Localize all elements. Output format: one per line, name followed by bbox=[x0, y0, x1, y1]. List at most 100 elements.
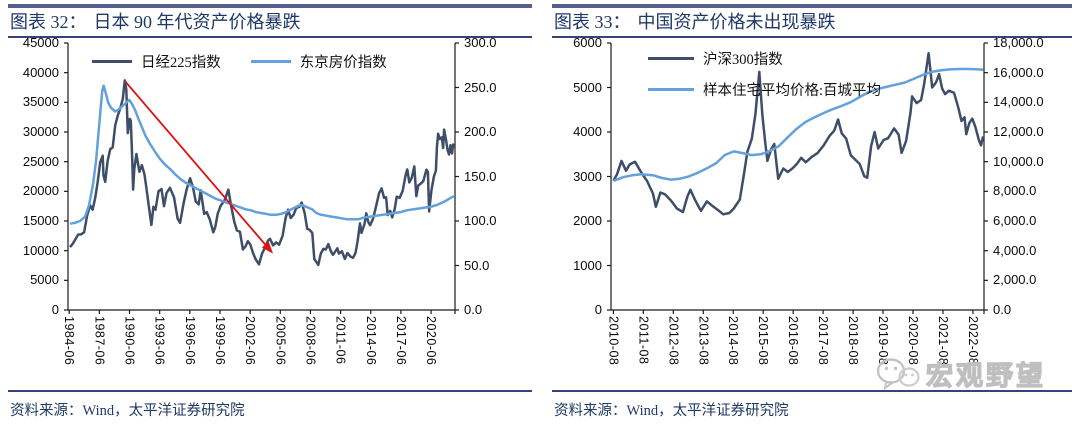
chart-japan-asset-prices: 45000 40000 35000 30000 25000 20000 15000 10000… bbox=[8, 35, 532, 390]
y-axis-label-left: 30000 bbox=[22, 124, 59, 139]
legend-line-swatch bbox=[648, 57, 694, 60]
y-axis-label-right: 150.0 bbox=[464, 168, 497, 184]
series-line-1 bbox=[69, 84, 455, 225]
y-axis-label-right: 4,000.0 bbox=[993, 242, 1037, 258]
panel-top-rule bbox=[552, 4, 1072, 8]
wechat-logo-icon bbox=[876, 357, 920, 390]
figure-title-text: 中国资产价格未出现暴跌 bbox=[637, 12, 836, 32]
y-axis-label-right: 8,000.0 bbox=[993, 183, 1037, 199]
y-axis-label-right: 18,000.0 bbox=[993, 35, 1044, 50]
y-axis-label-right: 6,000.0 bbox=[993, 213, 1037, 228]
x-axis-label: 2020-08 bbox=[905, 316, 920, 366]
y-axis-label-left: 20000 bbox=[22, 183, 59, 199]
x-axis-label: 2017-08 bbox=[816, 316, 831, 366]
chart-title-china: 图表 33： 中国资产价格未出现暴跌 bbox=[552, 8, 1072, 38]
y-axis-label-left: 5000 bbox=[573, 79, 602, 95]
x-axis-label: 2020-06 bbox=[424, 316, 439, 366]
y-axis-label-left: 15000 bbox=[22, 213, 59, 228]
x-axis-label: 1984-06 bbox=[62, 316, 77, 366]
legend-label: 东京房价指数 bbox=[299, 55, 387, 71]
x-axis-label: 1996-06 bbox=[182, 316, 197, 366]
series-line-0 bbox=[69, 79, 456, 267]
x-axis-label: 2010-08 bbox=[606, 316, 621, 366]
chart-china-asset-prices: 6000 5000 4000 3000 2000 1000 0 18,000.0 16,000.… bbox=[552, 35, 1072, 390]
x-axis-label: 2015-08 bbox=[756, 316, 771, 366]
y-axis-label-left: 6000 bbox=[573, 35, 602, 50]
x-axis-label: 1990-06 bbox=[122, 316, 137, 366]
source-text: 资料来源：Wind，太平洋证券研究院 bbox=[554, 403, 789, 419]
legend-item-0: 日经225指数 bbox=[92, 51, 221, 72]
legend-line-swatch bbox=[250, 60, 291, 63]
x-axis-label: 2014-08 bbox=[726, 316, 741, 366]
legend-item-1: 样本住宅平均价格:百城平均 bbox=[648, 79, 881, 100]
x-axis-label: 2011-06 bbox=[333, 316, 348, 365]
x-axis-label: 2017-06 bbox=[393, 316, 408, 366]
source-text: 资料来源：Wind，太平洋证券研究院 bbox=[10, 403, 245, 419]
y-axis-label-left: 10000 bbox=[22, 242, 59, 258]
y-axis-label-left: 0 bbox=[51, 302, 59, 317]
source-note: 资料来源：Wind，太平洋证券研究院 bbox=[8, 390, 532, 420]
panel-japan-chart: 图表 32： 日本 90 年代资产价格暴跌 45000 40000 35000 3000… bbox=[8, 0, 532, 424]
y-axis-label-left: 5000 bbox=[30, 272, 59, 288]
plot-area bbox=[64, 42, 459, 314]
crash-arrow-head bbox=[261, 241, 274, 254]
legend-label: 沪深300指数 bbox=[703, 52, 783, 68]
crash-arrow-line bbox=[124, 80, 269, 249]
y-axis-label-left: 2000 bbox=[573, 213, 602, 228]
legend-item-0: 沪深300指数 bbox=[648, 48, 783, 69]
x-axis-label: 2002-06 bbox=[243, 316, 258, 366]
x-axis-label: 2021-08 bbox=[935, 316, 950, 366]
y-axis-label-right: 0.0 bbox=[464, 302, 483, 317]
y-axis-label-right: 250.0 bbox=[464, 79, 497, 95]
y-axis-label-left: 40000 bbox=[22, 64, 59, 80]
y-axis-label-right: 12,000.0 bbox=[993, 124, 1044, 139]
x-axis-label: 2005-06 bbox=[273, 316, 288, 366]
legend-label: 样本住宅平均价格:百城平均 bbox=[703, 83, 882, 99]
figure-label: 图表 32： bbox=[10, 12, 87, 32]
y-axis-label-left: 1000 bbox=[573, 257, 602, 273]
figure-title-text: 日本 90 年代资产价格暴跌 bbox=[93, 12, 301, 32]
panel-top-rule bbox=[8, 4, 532, 8]
y-axis-label-left: 45000 bbox=[22, 35, 59, 50]
x-axis-label: 2012-08 bbox=[666, 316, 681, 366]
legend-label: 日经225指数 bbox=[141, 55, 221, 71]
legend-line-swatch bbox=[92, 60, 132, 63]
x-axis-label: 2014-06 bbox=[363, 316, 378, 366]
plot-area bbox=[607, 42, 988, 314]
y-axis-label-right: 2,000.0 bbox=[993, 272, 1037, 288]
y-axis-label-right: 0.0 bbox=[993, 302, 1012, 317]
y-axis-label-left: 25000 bbox=[22, 153, 59, 169]
figure-label: 图表 33： bbox=[554, 12, 631, 32]
y-axis-label-right: 300.0 bbox=[464, 35, 497, 50]
source-note: 资料来源：Wind，太平洋证券研究院 bbox=[552, 390, 1072, 420]
x-axis-label: 2008-06 bbox=[303, 316, 318, 366]
y-axis-label-right: 50.0 bbox=[464, 257, 490, 273]
panel-china-chart: 图表 33： 中国资产价格未出现暴跌 6000 5000 4000 3000 2000 10… bbox=[552, 0, 1072, 424]
y-axis-label-right: 10,000.0 bbox=[993, 153, 1044, 169]
x-axis-label: 2019-08 bbox=[876, 316, 891, 366]
y-axis-label-right: 100.0 bbox=[464, 213, 497, 228]
y-axis-label-left: 35000 bbox=[22, 94, 59, 110]
x-axis-label: 2013-08 bbox=[696, 316, 711, 366]
legend-line-swatch bbox=[648, 88, 694, 91]
legend-item-1: 东京房价指数 bbox=[250, 51, 387, 72]
x-axis-label: 1993-06 bbox=[152, 316, 167, 366]
x-axis-label: 2022-08 bbox=[965, 316, 980, 366]
series-line-0 bbox=[612, 51, 985, 216]
series-line-1 bbox=[612, 67, 984, 183]
y-axis-label-right: 200.0 bbox=[464, 124, 497, 139]
watermark-text: 宏观野望 bbox=[925, 360, 1046, 391]
y-axis-label-left: 0 bbox=[594, 302, 602, 317]
x-axis-label: 2016-08 bbox=[786, 316, 801, 366]
chart-title-japan: 图表 32： 日本 90 年代资产价格暴跌 bbox=[8, 8, 532, 38]
y-axis-label-left: 3000 bbox=[573, 168, 602, 184]
watermark: 宏观野望 bbox=[876, 354, 1046, 393]
y-axis-label-right: 14,000.0 bbox=[993, 94, 1044, 110]
legend: 沪深300指数样本住宅平均价格:百城平均 bbox=[648, 48, 881, 100]
y-axis-label-right: 16,000.0 bbox=[993, 64, 1044, 80]
legend: 日经225指数 东京房价指数 bbox=[92, 51, 387, 72]
x-axis-label: 2018-08 bbox=[846, 316, 861, 366]
x-axis-label: 1999-06 bbox=[212, 316, 227, 366]
x-axis-label: 2011-08 bbox=[636, 316, 651, 365]
